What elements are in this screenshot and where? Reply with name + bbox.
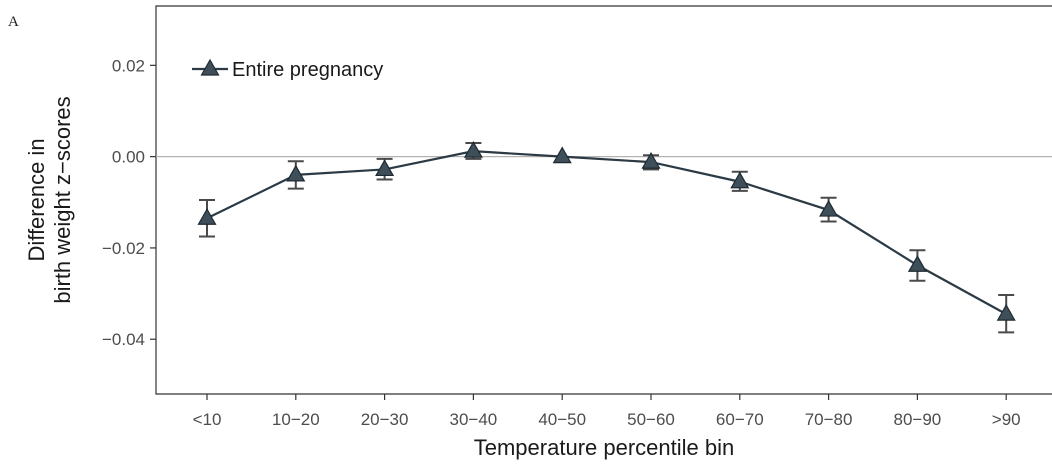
data-point — [996, 303, 1016, 321]
x-tick-label: 10−20 — [272, 410, 320, 429]
data-point — [641, 151, 661, 169]
y-tick-label: −0.02 — [102, 239, 145, 258]
data-point — [730, 171, 750, 189]
x-tick-label: 40−50 — [538, 410, 586, 429]
series — [197, 140, 1016, 334]
y-axis-title-line: Difference in — [24, 138, 49, 261]
x-tick-label: <10 — [193, 410, 222, 429]
data-point — [819, 199, 839, 217]
plot-border — [155, 5, 1052, 395]
y-tick-label: −0.04 — [102, 330, 145, 349]
plot-area — [155, 5, 1052, 395]
legend-marker — [200, 58, 220, 76]
x-tick-label: 20−30 — [361, 410, 409, 429]
x-axis-title: Temperature percentile bin — [474, 435, 734, 460]
y-tick-label: 0.00 — [112, 148, 145, 167]
x-tick-label: 80−90 — [894, 410, 942, 429]
data-point — [463, 140, 483, 158]
x-tick-label: 70−80 — [805, 410, 853, 429]
legend: Entire pregnancy — [192, 58, 383, 81]
x-axis-ticks: <10 10−20 20−30 30−40 40−50 50−60 60−70 70−80 80… — [193, 394, 1021, 429]
data-point — [375, 159, 395, 177]
y-axis-title: Difference in birth weight z−scores — [24, 96, 75, 303]
panel-label: A — [8, 14, 19, 30]
data-point — [286, 164, 306, 182]
y-axis-ticks: 0.02 0.00 −0.02 −0.04 — [102, 56, 156, 349]
x-tick-label: 60−70 — [716, 410, 764, 429]
x-tick-label: >90 — [992, 410, 1021, 429]
data-point — [197, 208, 217, 225]
x-tick-label: 30−40 — [450, 410, 498, 429]
x-tick-label: 50−60 — [627, 410, 675, 429]
legend-label: Entire pregnancy — [232, 59, 383, 81]
data-point — [907, 255, 927, 272]
y-tick-label: 0.02 — [112, 56, 145, 75]
y-axis-title-line: birth weight z−scores — [50, 96, 75, 303]
series-line — [206, 150, 1007, 316]
data-point — [552, 146, 572, 164]
